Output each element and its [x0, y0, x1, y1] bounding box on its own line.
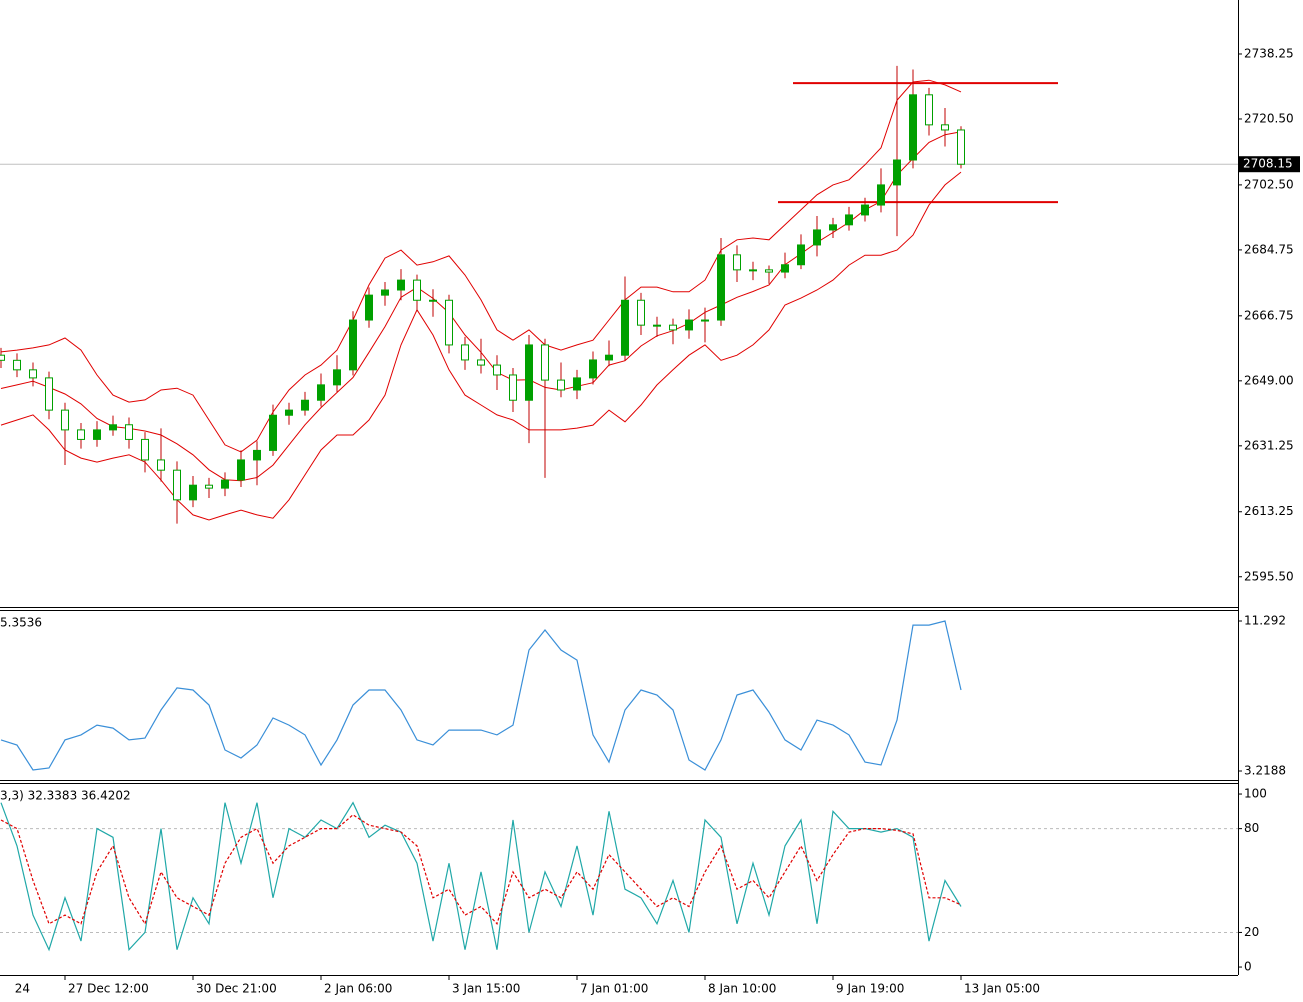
candle-body	[173, 469, 181, 501]
candle-body	[397, 279, 405, 291]
candle-body	[797, 244, 805, 266]
candle-body	[765, 269, 773, 273]
candle-body	[413, 279, 421, 301]
candle-body	[125, 424, 133, 440]
y-tick-label: 2684.75	[1244, 242, 1294, 256]
candle-body	[829, 224, 837, 231]
x-tick-label: 24	[15, 982, 30, 996]
x-tick-label: 8 Jan 10:00	[708, 982, 776, 996]
x-tick-label: 13 Jan 05:00	[964, 982, 1040, 996]
y-tick-label: 2702.50	[1244, 177, 1294, 191]
candle-body	[589, 359, 597, 379]
y-tick-label: 2738.25	[1244, 46, 1294, 60]
candle-body	[621, 299, 629, 356]
candle-body	[701, 319, 709, 322]
candle-body	[925, 94, 933, 126]
y-tick-label: 2631.25	[1244, 438, 1294, 452]
candle-body	[0, 354, 5, 361]
candle-body	[429, 299, 437, 302]
candle-body	[445, 299, 453, 346]
candle-body	[333, 369, 341, 386]
candle-body	[29, 369, 37, 379]
atr-title: 5.3536	[0, 616, 42, 630]
candle-body	[381, 289, 389, 296]
candle-body	[685, 319, 693, 331]
candle-body	[205, 484, 213, 489]
y-tick-label: 2649.00	[1244, 373, 1294, 387]
candle-body	[733, 254, 741, 271]
y-tick-label: 2666.75	[1244, 308, 1294, 322]
candle-body	[141, 438, 149, 461]
candle-body	[909, 94, 917, 161]
candle-body	[957, 129, 965, 165]
candle-body	[45, 377, 53, 411]
candle-body	[61, 409, 69, 431]
line	[0, 801, 962, 952]
line	[0, 79, 962, 453]
candle-body	[845, 214, 853, 226]
x-tick-label: 7 Jan 01:00	[580, 982, 648, 996]
candle-body	[93, 429, 101, 440]
candle-body	[253, 449, 261, 461]
y-tick-label: 100	[1244, 787, 1267, 801]
candle-body	[493, 364, 501, 376]
candle-body	[285, 409, 293, 416]
x-tick-label: 2 Jan 06:00	[324, 982, 392, 996]
candle-body	[189, 484, 197, 501]
candle-body	[573, 377, 581, 391]
line	[0, 620, 962, 771]
candle-body	[605, 354, 613, 361]
y-tick-label: 2613.25	[1244, 504, 1294, 518]
candle-body	[717, 254, 725, 321]
candle-body	[509, 374, 517, 401]
candle-body	[637, 299, 645, 326]
candle-body	[77, 429, 85, 440]
candle-body	[221, 479, 229, 489]
candle-body	[461, 344, 469, 361]
x-tick-label: 9 Jan 19:00	[836, 982, 904, 996]
y-tick-label: 11.292	[1244, 613, 1286, 627]
y-tick-label: 3.2188	[1244, 763, 1286, 777]
candle-body	[525, 344, 533, 401]
candle-body	[269, 414, 277, 451]
x-tick-label: 30 Dec 21:00	[196, 982, 277, 996]
candle-body	[653, 324, 661, 327]
candle-body	[109, 424, 117, 431]
y-tick-label: 0	[1244, 960, 1252, 974]
candle-body	[749, 269, 757, 272]
candle-body	[941, 124, 949, 131]
y-tick-label: 2595.50	[1244, 569, 1294, 583]
candle-body	[781, 264, 789, 273]
candle-body	[557, 379, 565, 391]
y-tick-label: 20	[1244, 925, 1259, 939]
candle-body	[13, 359, 21, 371]
candle-body	[349, 319, 357, 371]
candle-body	[669, 324, 677, 331]
stoch-title: 3,3) 32.3383 36.4202	[0, 789, 131, 803]
last-price-label: 2708.15	[1243, 157, 1293, 171]
candle-body	[317, 384, 325, 401]
candle-body	[541, 344, 549, 381]
y-tick-label: 80	[1244, 821, 1259, 835]
candle-body	[365, 294, 373, 321]
candle-body	[237, 459, 245, 481]
last-price-box	[1239, 156, 1300, 173]
x-tick-label: 3 Jan 15:00	[452, 982, 520, 996]
candle-body	[477, 359, 485, 366]
x-tick-label: 27 Dec 12:00	[68, 982, 149, 996]
candle-body	[893, 159, 901, 186]
y-tick-label: 2720.50	[1244, 111, 1294, 125]
candle-body	[301, 399, 309, 411]
candle-body	[157, 459, 165, 471]
candle-body	[861, 204, 869, 216]
candle-body	[813, 229, 821, 246]
candle-body	[877, 184, 885, 206]
